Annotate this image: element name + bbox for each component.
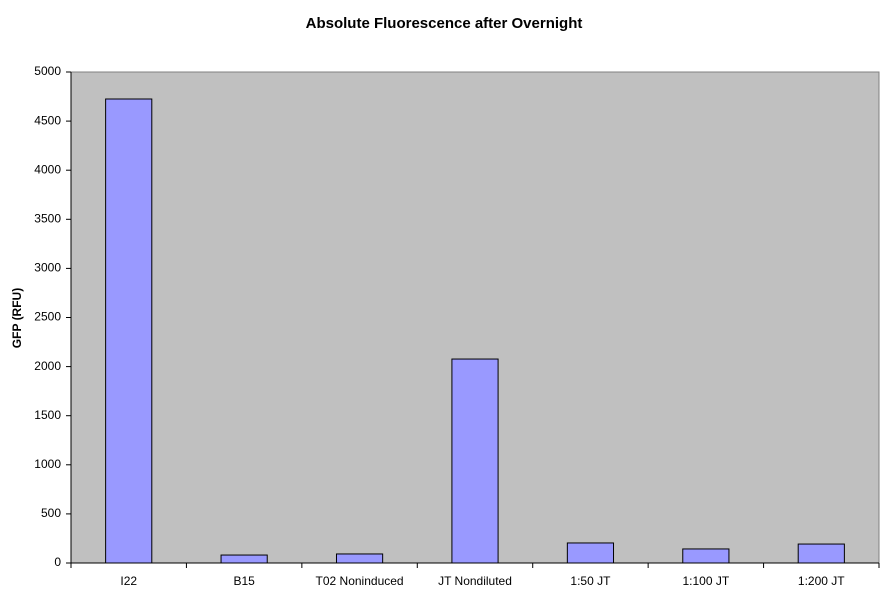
y-tick-label: 3500	[34, 211, 61, 225]
x-tick-label: 1:100 JT	[683, 574, 730, 588]
x-tick-label: JT Nondiluted	[438, 574, 512, 588]
x-tick-label: 1:50 JT	[570, 574, 611, 588]
bar	[220, 554, 268, 564]
y-tick-label: 3000	[34, 261, 61, 275]
y-axis-title: GFP (RFU)	[10, 288, 24, 348]
bar	[105, 98, 153, 564]
x-tick-label: 1:200 JT	[798, 574, 845, 588]
chart-title: Absolute Fluorescence after Overnight	[306, 15, 583, 32]
y-tick-label: 5000	[34, 64, 61, 78]
y-tick-label: 0	[54, 555, 61, 569]
bar	[335, 553, 384, 564]
y-tick-label: 2000	[34, 359, 61, 373]
bar	[682, 548, 730, 564]
y-tick-label: 500	[41, 506, 61, 520]
x-tick-label: T02 Noninduced	[316, 574, 404, 588]
y-tick-label: 2500	[34, 310, 61, 324]
y-tick-label: 1000	[34, 457, 61, 471]
bar	[797, 543, 845, 564]
y-tick-label: 4500	[34, 113, 61, 127]
bar	[451, 358, 499, 564]
x-tick-label: B15	[233, 574, 255, 588]
y-tick-label: 1500	[34, 408, 61, 422]
y-tick-label: 4000	[34, 162, 61, 176]
x-tick-label: I22	[120, 574, 137, 588]
bar	[566, 542, 615, 564]
